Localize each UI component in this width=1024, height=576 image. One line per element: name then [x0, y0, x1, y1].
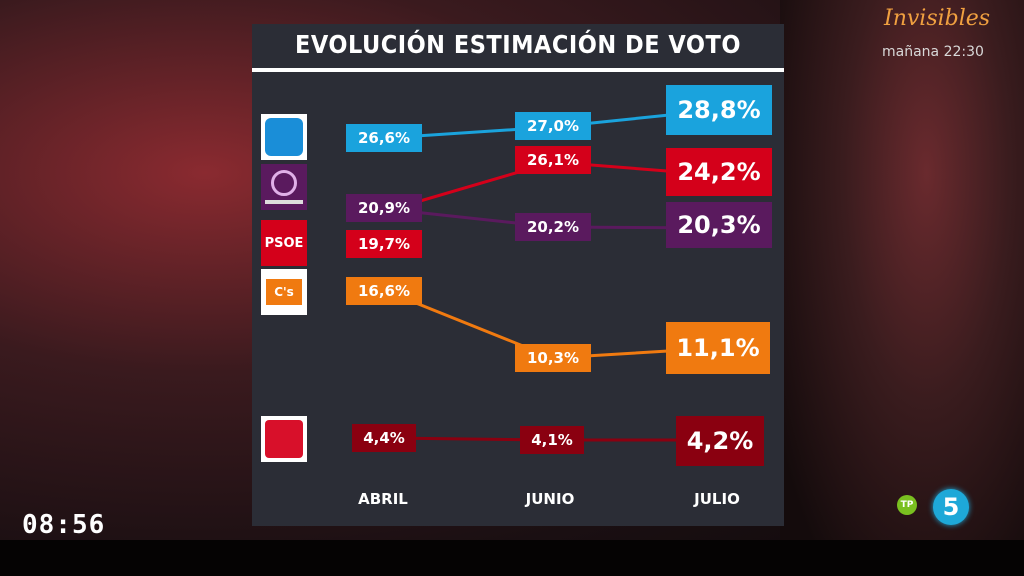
tp-rating-badge-icon: TP	[897, 495, 917, 515]
cs-julio-label: 11,1%	[666, 322, 770, 374]
iu-logo-icon	[261, 416, 307, 462]
iu-julio-label: 4,2%	[676, 416, 764, 466]
podemos-logo-icon	[261, 164, 307, 210]
promo-show-time: mañana 22:30	[882, 44, 984, 60]
x-label-junio: JUNIO	[525, 490, 575, 508]
psoe-junio-label: 26,1%	[515, 146, 591, 174]
x-label-abril: ABRIL	[358, 490, 408, 508]
podemos-abril-label: 20,9%	[346, 194, 422, 222]
title-underline	[252, 68, 784, 72]
chart-title: EVOLUCIÓN ESTIMACIÓN DE VOTO	[295, 30, 741, 59]
iu-junio-label: 4,1%	[520, 426, 584, 454]
psoe-logo-icon: PSOE	[261, 220, 307, 266]
psoe-abril-label: 19,7%	[346, 230, 422, 258]
pp-junio-label: 27,0%	[515, 112, 591, 140]
promo-show-title: Invisibles	[884, 6, 991, 31]
background-crowd-right	[780, 0, 1024, 576]
pp-julio-label: 28,8%	[666, 85, 772, 135]
broadcast-clock: 08:56	[22, 510, 106, 540]
pp-abril-label: 26,6%	[346, 124, 422, 152]
cs-logo-icon: C's	[261, 269, 307, 315]
cs-junio-label: 10,3%	[515, 344, 591, 372]
letterbox-bottom	[0, 540, 1024, 576]
x-label-julio: JULIO	[694, 490, 740, 508]
psoe-julio-label: 24,2%	[666, 148, 772, 196]
podemos-julio-label: 20,3%	[666, 202, 772, 248]
iu-abril-label: 4,4%	[352, 424, 416, 452]
pp-logo-icon	[261, 114, 307, 160]
podemos-junio-label: 20,2%	[515, 213, 591, 241]
channel-5-logo-icon: 5	[933, 489, 969, 525]
chart-panel: EVOLUCIÓN ESTIMACIÓN DE VOTO PSOE C's 26…	[252, 24, 784, 526]
cs-abril-label: 16,6%	[346, 277, 422, 305]
